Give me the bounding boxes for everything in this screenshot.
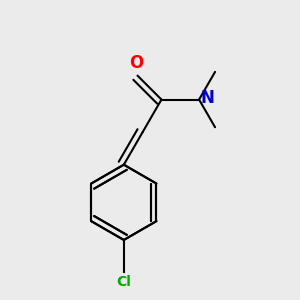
- Text: Cl: Cl: [116, 274, 131, 289]
- Text: O: O: [129, 54, 143, 72]
- Text: N: N: [201, 89, 214, 107]
